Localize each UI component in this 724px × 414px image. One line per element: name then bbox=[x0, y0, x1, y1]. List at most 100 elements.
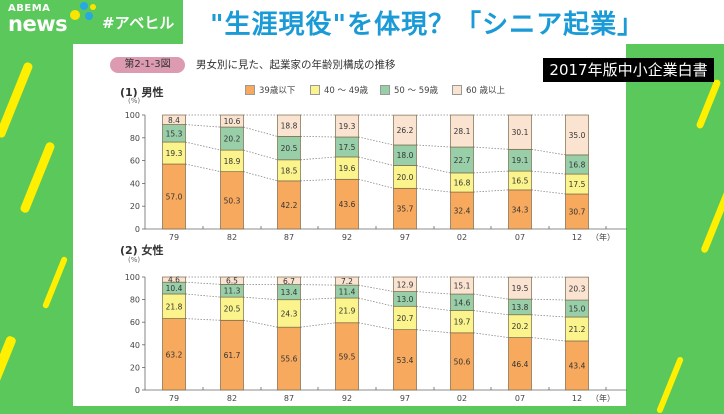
segment-value: 42.2 bbox=[281, 201, 298, 210]
x-tick-label: 07 bbox=[515, 233, 525, 242]
x-tick-label: 82 bbox=[227, 394, 237, 403]
segment-value: 4.6 bbox=[168, 276, 180, 285]
bar-87: 55.6 24.3 13.4 6.7 bbox=[278, 277, 301, 390]
segment-value: 30.7 bbox=[569, 208, 586, 217]
y-tick-label: 80 bbox=[130, 134, 140, 143]
bar-79: 63.2 21.8 10.44.6 bbox=[163, 276, 186, 390]
bar-07: 34.316.519.130.1 bbox=[509, 115, 532, 229]
segment-value: 19.3 bbox=[339, 122, 356, 131]
bar-92: 59.521.911.47.2 bbox=[336, 277, 359, 390]
segment-value: 13.8 bbox=[512, 303, 529, 312]
x-tick-label: 92 bbox=[342, 394, 352, 403]
bar-07: 46.420.213.819.5 bbox=[509, 277, 532, 390]
segment-value: 59.5 bbox=[339, 352, 356, 361]
y-tick-label: 20 bbox=[130, 202, 140, 211]
segment-value: 18.0 bbox=[397, 151, 414, 160]
y-tick-label: 40 bbox=[130, 341, 140, 350]
bar-97: 35.720.018.026.2 bbox=[394, 115, 417, 229]
bar-02: 50.619.714.615.1 bbox=[451, 277, 474, 390]
segment-value: 18.5 bbox=[281, 166, 298, 175]
x-tick-label: 97 bbox=[400, 233, 410, 242]
segment-value: 61.7 bbox=[224, 351, 241, 360]
y-tick-label: 0 bbox=[135, 386, 140, 395]
segment-value: 24.3 bbox=[281, 309, 298, 318]
segment-value: 10.4 bbox=[166, 284, 183, 293]
x-tick-label: 87 bbox=[284, 233, 294, 242]
x-tick-label: 02 bbox=[457, 233, 467, 242]
x-tick-label: 87 bbox=[284, 394, 294, 403]
x-tick-label: 97 bbox=[400, 394, 410, 403]
segment-value: 43.6 bbox=[339, 200, 356, 209]
bar-02: 32.4 16.8 22.7 28.1 bbox=[451, 115, 474, 229]
segment-value: 11.3 bbox=[224, 287, 241, 296]
segment-value: 20.0 bbox=[397, 173, 414, 182]
segment-value: 15.3 bbox=[166, 129, 183, 138]
segment-value: 55.6 bbox=[281, 355, 298, 364]
segment-value: 20.5 bbox=[224, 305, 241, 314]
segment-value: 12.9 bbox=[397, 280, 414, 289]
segment-value: 35.0 bbox=[569, 131, 586, 140]
bar-82: 50.318.920.210.6 bbox=[221, 115, 244, 229]
segment-value: 20.5 bbox=[281, 144, 298, 153]
bar-87: 42.2 18.5 20.5 18.8 bbox=[278, 115, 301, 229]
x-tick-label: 79 bbox=[169, 233, 179, 242]
segment-value: 14.6 bbox=[454, 298, 471, 307]
y-tick-label: 80 bbox=[130, 296, 140, 305]
segment-value: 63.2 bbox=[166, 350, 183, 359]
segment-value: 18.8 bbox=[281, 122, 298, 131]
segment-value: 57.0 bbox=[166, 193, 183, 202]
y-tick-label: 20 bbox=[130, 363, 140, 372]
y-tick-label: 0 bbox=[135, 225, 140, 234]
segment-value: 19.6 bbox=[339, 164, 356, 173]
segment-value: 13.4 bbox=[281, 288, 298, 297]
segment-value: 11.4 bbox=[339, 288, 356, 297]
x-tick-label: 12 bbox=[572, 394, 582, 403]
source-caption: 2017年版中小企業白書 bbox=[543, 58, 714, 82]
segment-value: 32.4 bbox=[454, 207, 471, 216]
segment-value: 50.3 bbox=[224, 196, 241, 205]
segment-value: 15.0 bbox=[569, 305, 586, 314]
x-tick-label: 92 bbox=[342, 233, 352, 242]
y-tick-label: 100 bbox=[125, 273, 140, 282]
segment-value: 10.6 bbox=[224, 117, 241, 126]
segment-value: 20.3 bbox=[569, 285, 586, 294]
segment-value: 50.6 bbox=[454, 357, 471, 366]
segment-value: 21.2 bbox=[569, 325, 586, 334]
segment-value: 26.2 bbox=[397, 126, 414, 135]
segment-value: 6.5 bbox=[226, 277, 238, 286]
bar-82: 61.7 20.5 11.36.5 bbox=[221, 277, 244, 390]
segment-value: 20.2 bbox=[512, 322, 529, 331]
y-tick-label: 60 bbox=[130, 318, 140, 327]
segment-value: 21.8 bbox=[166, 302, 183, 311]
segment-value: 19.1 bbox=[512, 156, 529, 165]
segment-value: 8.4 bbox=[168, 116, 180, 125]
bar-79: 57.0 19.3 15.3 8.4 bbox=[163, 115, 186, 229]
year-suffix: （年） bbox=[591, 393, 615, 403]
segment-value: 20.7 bbox=[397, 314, 414, 323]
segment-value: 46.4 bbox=[512, 360, 529, 369]
segment-value: 15.1 bbox=[454, 282, 471, 291]
bar-12: 30.717.516.835.0 bbox=[566, 115, 589, 229]
x-tick-label: 82 bbox=[227, 233, 237, 242]
bar-92: 43.619.617.519.3 bbox=[336, 115, 359, 229]
segment-value: 43.4 bbox=[569, 361, 586, 370]
segment-value: 53.4 bbox=[397, 356, 414, 365]
segment-value: 16.5 bbox=[512, 176, 529, 185]
bar-97: 53.420.713.012.9 bbox=[394, 277, 417, 390]
x-tick-label: 02 bbox=[457, 394, 467, 403]
segment-value: 22.7 bbox=[454, 156, 471, 165]
segment-value: 28.1 bbox=[454, 127, 471, 136]
x-tick-label: 79 bbox=[169, 394, 179, 403]
segment-value: 20.2 bbox=[224, 135, 241, 144]
x-tick-label: 07 bbox=[515, 394, 525, 403]
y-tick-label: 100 bbox=[125, 111, 140, 120]
segment-value: 7.2 bbox=[341, 277, 353, 286]
segment-value: 19.3 bbox=[166, 149, 183, 158]
segment-value: 30.1 bbox=[512, 128, 529, 137]
female-chart: 02040608010063.221.810.44.67961.720.511.… bbox=[125, 273, 627, 403]
y-tick-label: 60 bbox=[130, 157, 140, 166]
male-chart: 02040608010057.019.315.38.47950.318.920.… bbox=[125, 111, 627, 242]
y-tick-label: 40 bbox=[130, 179, 140, 188]
segment-value: 6.7 bbox=[283, 277, 295, 286]
segment-value: 16.8 bbox=[454, 178, 471, 187]
